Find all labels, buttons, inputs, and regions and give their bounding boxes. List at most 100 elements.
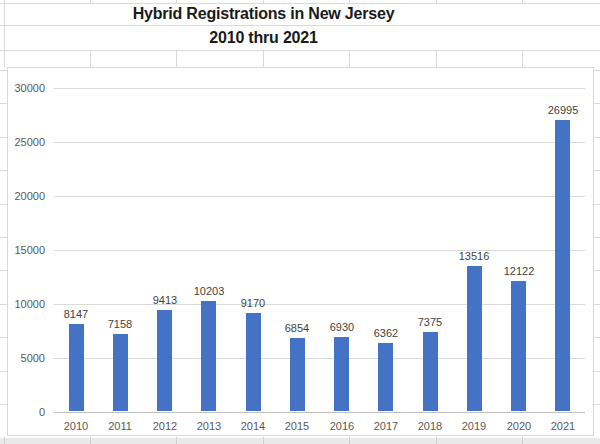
x-axis-line [54,412,585,413]
y-gridline [54,250,585,251]
sheet-column-gridline [436,50,437,67]
bar-data-label: 7375 [406,315,454,329]
sheet-row-gridline [594,103,600,104]
sheet-column-gridline [176,437,177,444]
sheet-row-gridline [594,337,600,338]
chart-title-line-2: 2010 thru 2021 [209,25,317,50]
sheet-row-gridline [0,304,7,305]
x-axis-tick-label: 2014 [231,420,275,433]
y-axis-tick-label: 30000 [8,81,45,95]
x-axis-tick-label: 2019 [452,420,496,433]
x-axis-tick-label: 2018 [408,420,452,433]
bar[interactable] [201,301,216,411]
sheet-row-gridline [0,237,7,238]
sheet-row-gridline [594,170,600,171]
bar[interactable] [334,337,349,412]
sheet-column-gridline [176,50,177,67]
sheet-row-gridline [594,70,600,71]
x-axis-tick-label: 2021 [541,420,585,433]
sheet-row-gridline [0,204,7,205]
sheet-row-gridline [0,170,7,171]
sheet-row-gridline [0,70,7,71]
bar-data-label: 9170 [229,296,277,310]
sheet-row-gridline [0,3,600,4]
sheet-row-gridline [0,103,7,104]
x-axis-tick-label: 2016 [320,420,364,433]
bar-data-label: 6930 [318,320,366,334]
y-axis-tick-label: 20000 [8,189,45,203]
bar[interactable] [423,332,438,412]
y-gridline [54,88,585,89]
bar-data-label: 7158 [96,317,144,331]
bar[interactable] [378,343,393,412]
sheet-column-gridline [522,50,523,67]
x-axis-tick-label: 2015 [275,420,319,433]
sheet-column-gridline [90,437,91,444]
chart-object[interactable]: 0 5000 10000 15000 20000 25000 30000 8147 2010 71… [7,67,594,436]
bar[interactable] [113,334,128,411]
sheet-row-gridline [0,25,600,26]
x-axis-tick-label: 2017 [364,420,408,433]
sheet-row-gridline [594,137,600,138]
bar[interactable] [511,281,526,412]
sheet-row-gridline [594,404,600,405]
y-axis-tick-label: 0 [8,405,45,419]
y-axis-tick-label: 10000 [8,297,45,311]
sheet-row-gridline [0,137,7,138]
bar[interactable] [467,266,482,412]
sheet-column-gridline [522,437,523,444]
y-gridline [54,142,585,143]
x-axis-tick-label: 2013 [187,420,231,433]
sheet-column-gridline [436,0,437,3]
bar-data-label: 9413 [141,293,189,307]
bar-data-label: 6854 [273,321,321,335]
sheet-row-gridline [0,371,7,372]
sheet-column-gridline [436,437,437,444]
chart-title-line-1: Hybrid Registrations in New Jersey [133,3,395,25]
sheet-column-gridline [4,437,5,444]
sheet-column-gridline [522,0,523,3]
sheet-column-gridline [90,0,91,3]
bar-data-label: 10203 [185,284,233,298]
y-gridline [54,358,585,359]
bar[interactable] [290,338,305,412]
title-cell[interactable]: Hybrid Registrations in New Jersey 2010 … [4,3,523,50]
x-axis-tick-label: 2010 [54,420,98,433]
sheet-column-gridline [90,50,91,67]
plot-area: 0 5000 10000 15000 20000 25000 30000 8147 2010 71… [8,68,593,435]
sheet-row-gridline [0,404,7,405]
sheet-column-gridline [4,0,5,67]
sheet-column-gridline [263,437,264,444]
sheet-row-gridline [594,204,600,205]
sheet-row-gridline [594,270,600,271]
sheet-row-gridline [0,337,7,338]
sheet-row-gridline [594,371,600,372]
y-axis-tick-label: 5000 [8,351,45,365]
bar[interactable] [246,313,261,412]
sheet-column-gridline [349,437,350,444]
sheet-column-gridline [349,50,350,67]
x-axis-tick-label: 2011 [98,420,142,433]
bar[interactable] [555,120,570,411]
y-gridline [54,196,585,197]
bar-data-label: 26995 [539,103,587,117]
sheet-column-gridline [263,0,264,3]
spreadsheet-background: { "title": { "line1": "Hybrid Registrati… [0,0,600,444]
x-axis-tick-label: 2012 [143,420,187,433]
sheet-row-gridline [0,270,7,271]
y-axis-tick-label: 25000 [8,135,45,149]
bar[interactable] [157,310,172,412]
bar-data-label: 13516 [450,249,498,263]
sheet-column-gridline [263,50,264,67]
x-axis-tick-label: 2020 [497,420,541,433]
bar[interactable] [69,324,84,412]
sheet-column-gridline [349,0,350,3]
sheet-row-gridline [594,304,600,305]
y-axis-tick-label: 15000 [8,243,45,257]
sheet-column-gridline [176,0,177,3]
y-gridline [54,304,585,305]
sheet-row-gridline [594,237,600,238]
bar-data-label: 6362 [362,326,410,340]
bar-data-label: 8147 [52,307,100,321]
bar-data-label: 12122 [495,264,543,278]
